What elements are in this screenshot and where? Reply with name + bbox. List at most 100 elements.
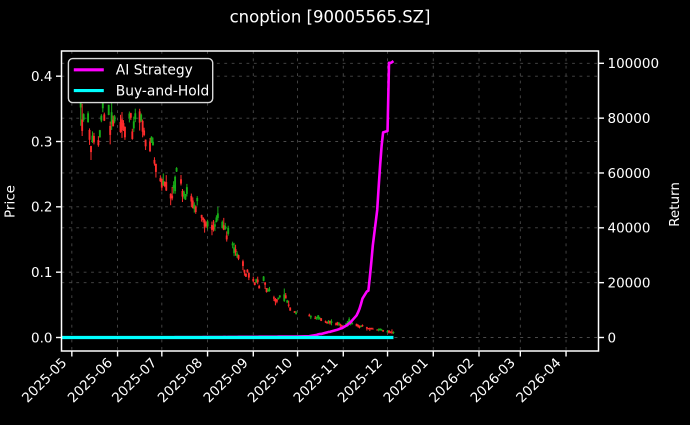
candle-body <box>358 325 361 328</box>
candle-body <box>234 249 237 253</box>
candle-body <box>327 320 330 323</box>
candle-body <box>386 330 389 333</box>
candle-body <box>206 221 209 227</box>
candle-body <box>191 200 194 208</box>
candle-body <box>227 227 230 234</box>
candle-body <box>377 329 380 331</box>
chart-title: cnoption [90005565.SZ] <box>230 8 431 27</box>
candle-body <box>160 178 163 188</box>
candle-body <box>216 213 219 218</box>
candle-body <box>258 285 261 289</box>
y-tick-label-right: 40000 <box>608 221 651 237</box>
y-tick-label-right: 20000 <box>608 275 651 291</box>
candle-body <box>330 321 333 323</box>
candle-body <box>165 182 168 191</box>
candle-body <box>149 141 151 152</box>
series-lines <box>61 60 395 340</box>
candle-body <box>171 195 174 199</box>
candle-body <box>272 297 275 299</box>
candle-body <box>345 323 348 325</box>
candle-body <box>278 295 281 298</box>
candle-body <box>339 323 342 326</box>
candle-body <box>376 329 379 331</box>
candle-body <box>215 217 218 222</box>
candle-body <box>295 312 298 314</box>
candle-body <box>194 206 197 212</box>
candle-body <box>224 226 227 230</box>
candle-body <box>154 163 157 172</box>
candle-body <box>380 329 383 331</box>
candle-body <box>277 297 280 300</box>
candle-body <box>336 322 339 326</box>
y-tick-label-right: 0 <box>608 330 617 346</box>
candle-body <box>231 243 234 246</box>
candle-body <box>81 119 84 131</box>
candle-body <box>317 315 320 318</box>
candle-body <box>315 317 318 319</box>
candle-body <box>247 273 250 278</box>
candle-body <box>109 125 112 135</box>
candle-body <box>256 279 259 283</box>
candle-body <box>314 317 317 319</box>
candle-body <box>131 131 134 139</box>
legend-label-buy-and-hold: Buy-and-Hold <box>116 83 209 99</box>
candle-body <box>242 261 244 266</box>
candle-body <box>268 289 271 291</box>
candle-body <box>88 130 91 140</box>
candle-body <box>324 321 327 323</box>
candle-body <box>184 193 187 200</box>
candle-body <box>389 331 392 333</box>
candle-body <box>309 315 312 318</box>
candle-body <box>237 255 240 259</box>
candle-body <box>90 146 92 153</box>
candle-body <box>181 190 184 197</box>
candle-body <box>246 269 249 272</box>
candle-body <box>283 294 286 301</box>
candle-body <box>392 332 395 333</box>
candle-body <box>150 136 153 143</box>
candle-body <box>172 185 175 189</box>
x-tick-label: 2025-11 <box>291 355 342 406</box>
candle-body <box>152 141 154 146</box>
candle-body <box>121 119 123 131</box>
plot-border <box>60 50 600 352</box>
candle-body <box>253 282 256 286</box>
candle-body <box>286 300 289 303</box>
candle-body <box>138 111 141 123</box>
x-tick-label: 2026-01 <box>380 355 431 406</box>
candle-body <box>346 321 349 324</box>
candle-body <box>174 176 177 192</box>
candle-body <box>128 113 131 118</box>
candle-body <box>140 114 143 121</box>
y-tick-label-left: 0.1 <box>31 265 52 281</box>
candle-body <box>119 121 122 133</box>
candle-body <box>107 104 110 115</box>
candle-body <box>134 113 137 120</box>
y-tick-label-right: 80000 <box>608 111 651 127</box>
candlesticks <box>78 65 395 335</box>
candle-body <box>236 253 239 257</box>
candle-body <box>391 331 393 333</box>
candle-body <box>132 121 135 129</box>
candle-body <box>101 101 104 109</box>
candle-body <box>255 279 258 283</box>
candle-body <box>293 311 296 313</box>
candle-body <box>382 330 385 332</box>
candle-body <box>185 187 188 194</box>
x-tick-label: 2025-07 <box>109 355 160 406</box>
candle-body <box>368 328 371 330</box>
candle-body <box>205 223 208 227</box>
candle-body <box>212 225 215 230</box>
candle-body <box>334 323 337 325</box>
candle-body <box>361 325 364 327</box>
candle-body <box>348 318 351 323</box>
candle-body <box>370 327 373 330</box>
x-tick-label: 2025-08 <box>155 355 206 406</box>
y-tick-label-left: 0.4 <box>31 69 52 85</box>
candle-body <box>357 324 359 327</box>
candle-body <box>360 325 362 328</box>
candle-body <box>203 220 206 227</box>
right-axis-label: Return <box>667 182 683 227</box>
candle-body <box>93 135 95 143</box>
candle-body <box>213 224 216 227</box>
